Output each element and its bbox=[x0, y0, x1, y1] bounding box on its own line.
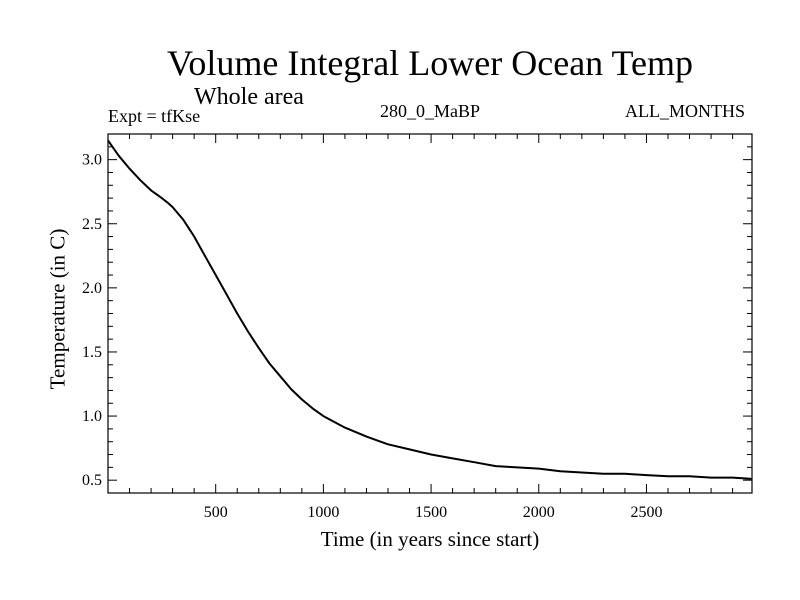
y-tick-label: 1.5 bbox=[82, 344, 102, 361]
y-tick-label: 3.0 bbox=[82, 152, 102, 169]
experiment-label: Expt = tfKse bbox=[108, 106, 201, 126]
series-group bbox=[107, 139, 753, 480]
x-axis-label: Time (in years since start) bbox=[320, 527, 540, 551]
y-axis-label: Temperature (in C) bbox=[45, 228, 70, 390]
months-label: ALL_MONTHS bbox=[625, 101, 745, 121]
series-line bbox=[107, 139, 753, 480]
axis-ticks: 500 1000 1500 2000 2500 0.5 1.0 1.5 2.0 2.5 3.0 bbox=[82, 134, 752, 521]
y-tick-label: 2.5 bbox=[82, 216, 102, 233]
period-label: 280_0_MaBP bbox=[380, 101, 481, 121]
chart-title: Volume Integral Lower Ocean Temp bbox=[167, 43, 693, 83]
x-tick-label: 1500 bbox=[415, 504, 447, 521]
x-tick-label: 2500 bbox=[630, 504, 662, 521]
chart-subtitle: Whole area bbox=[194, 84, 304, 110]
x-tick-label: 2000 bbox=[523, 504, 555, 521]
y-tick-label: 1.0 bbox=[82, 408, 102, 425]
y-tick-label: 2.0 bbox=[82, 280, 102, 297]
y-tick-label: 0.5 bbox=[82, 472, 102, 489]
plot-frame bbox=[107, 133, 753, 494]
x-tick-label: 500 bbox=[204, 504, 228, 521]
x-tick-label: 1000 bbox=[307, 504, 339, 521]
